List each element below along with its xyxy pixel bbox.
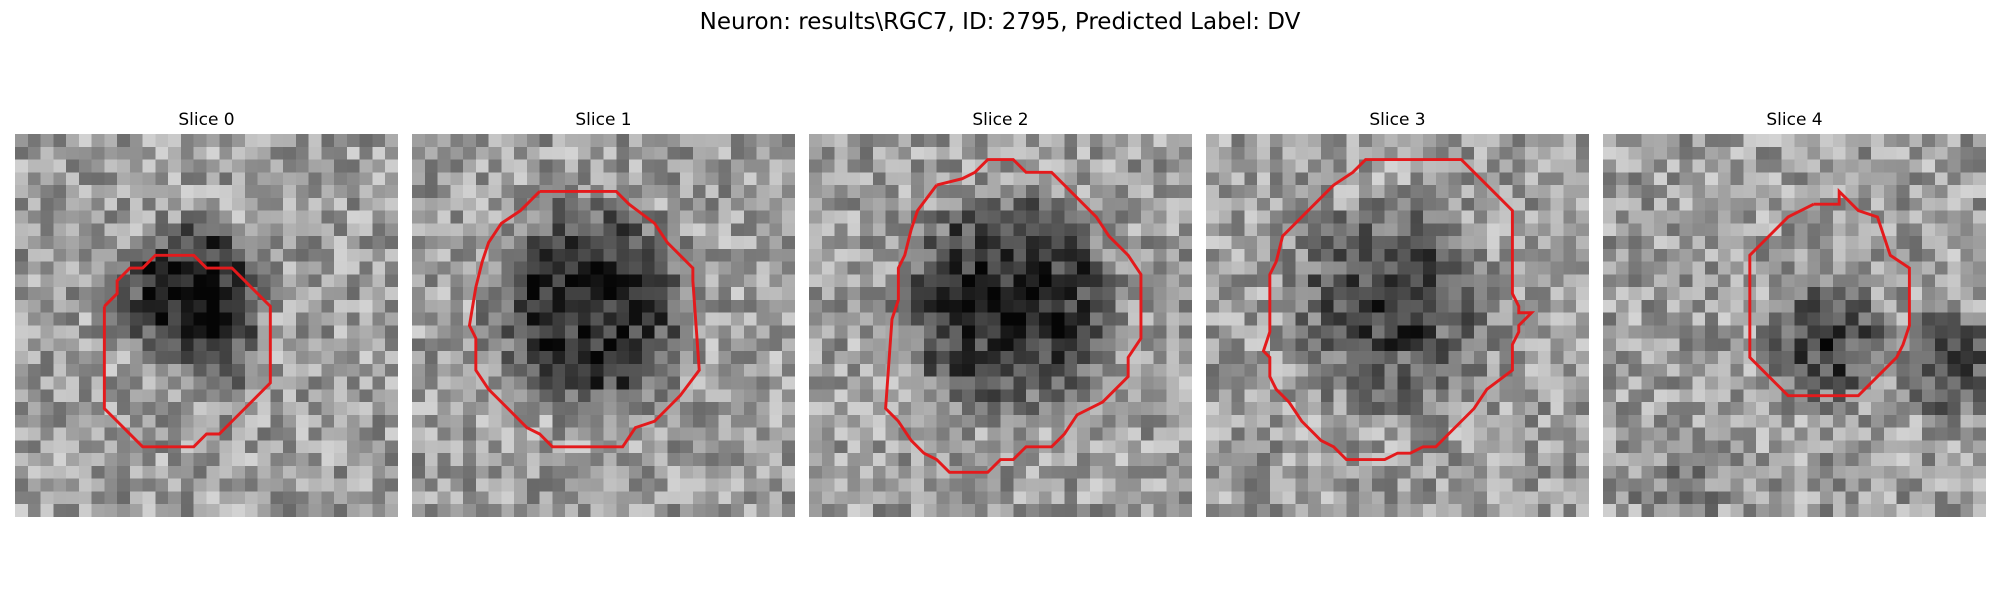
slice-title-2: Slice 2 (972, 110, 1029, 130)
roi-outline-4 (1748, 187, 1911, 398)
slice-panel-2: Slice 2 (809, 110, 1192, 517)
slice-panel-0: Slice 0 (15, 110, 398, 517)
slice-panel-4: Slice 4 (1603, 110, 1986, 517)
slice-image-2 (809, 134, 1192, 517)
slice-image-1 (412, 134, 795, 517)
slice-panel-1: Slice 1 (412, 110, 795, 517)
slice-image-3 (1206, 134, 1589, 517)
roi-outline-2 (884, 158, 1143, 474)
slice-title-3: Slice 3 (1369, 110, 1426, 130)
slice-image-4 (1603, 134, 1986, 517)
figure-title: Neuron: results\RGC7, ID: 2795, Predicte… (699, 9, 1301, 35)
roi-outline-3 (1261, 158, 1536, 462)
roi-outline-1 (467, 189, 701, 449)
roi-outline-0 (102, 253, 272, 449)
slice-panel-3: Slice 3 (1206, 110, 1589, 517)
slice-title-1: Slice 1 (575, 110, 632, 130)
slice-image-0 (15, 134, 398, 517)
slice-title-4: Slice 4 (1766, 110, 1823, 130)
slice-title-0: Slice 0 (178, 110, 235, 130)
